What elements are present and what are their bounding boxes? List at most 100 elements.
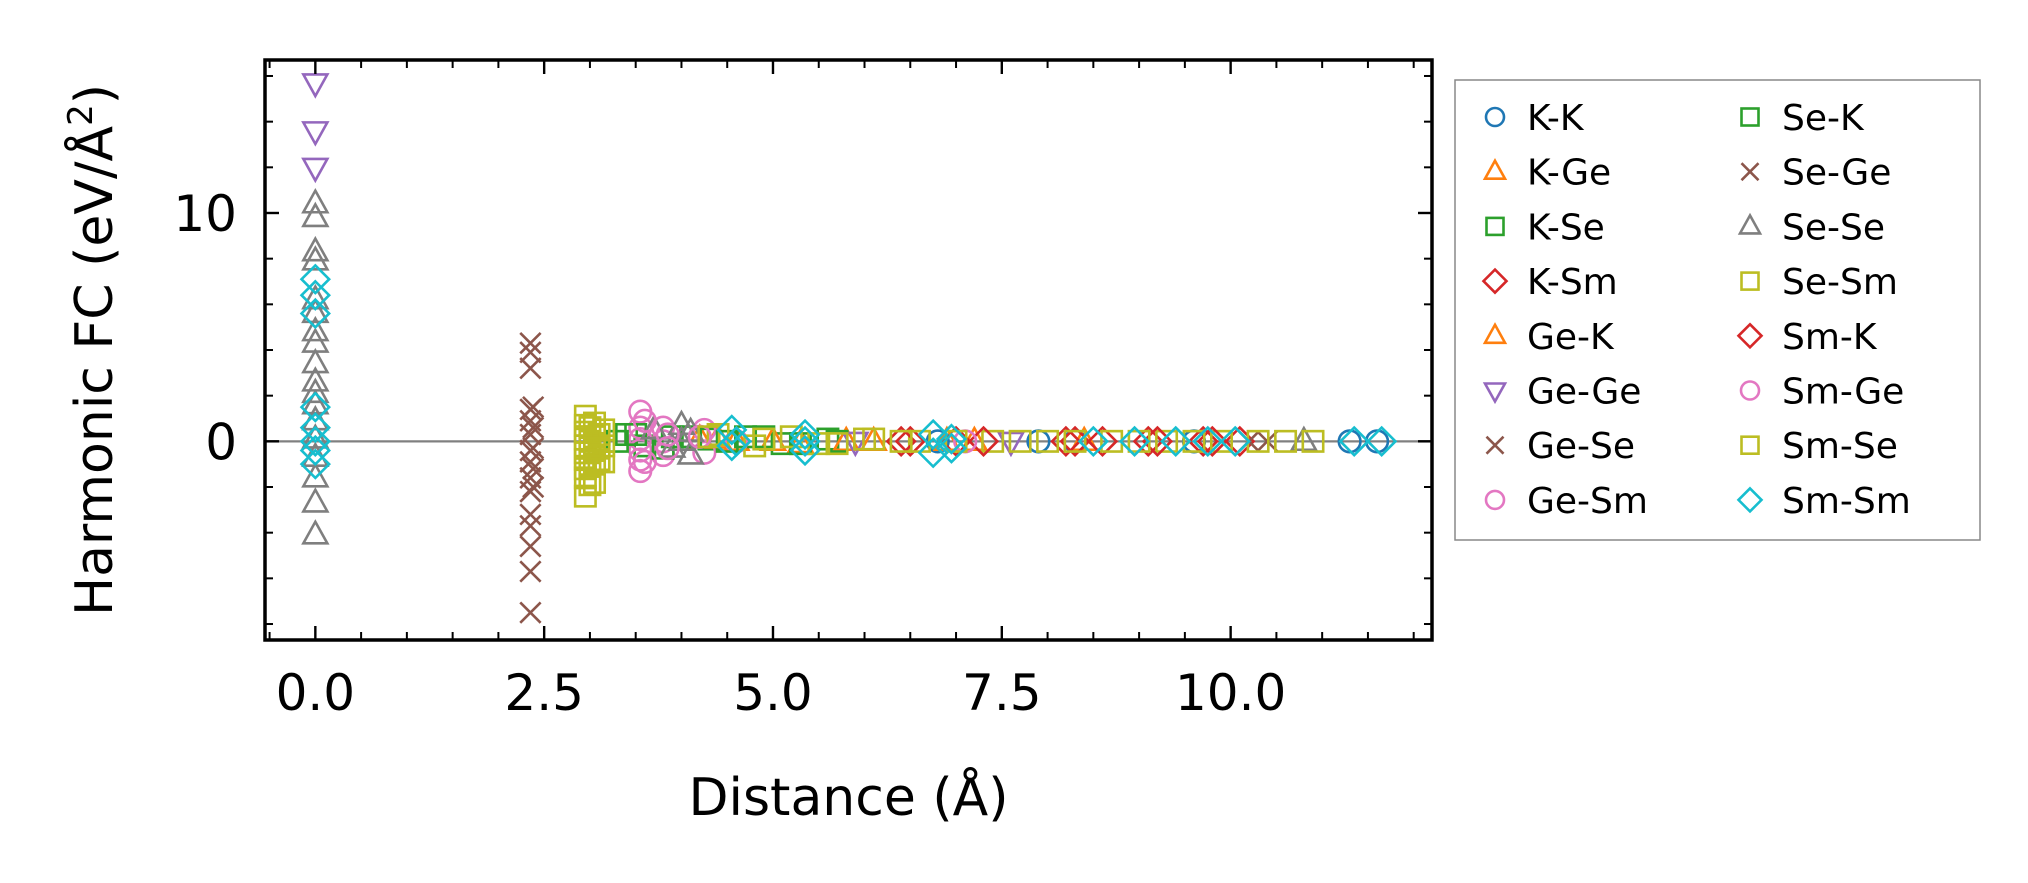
data-point [917,437,949,469]
x-tick-label: 0.0 [276,664,356,722]
data-point [1274,429,1298,453]
data-point [1219,425,1251,457]
data-point [632,408,657,433]
legend-label: Sm-K [1782,317,1878,358]
data-point [301,461,330,488]
data-point [519,450,542,474]
data-point [1366,425,1398,457]
data-point [779,425,803,449]
data-point [299,391,331,423]
data-point [692,440,717,465]
data-point [522,457,545,480]
legend-item-sm-sm: Sm-Sm [1736,481,1911,522]
data-point [299,434,331,467]
data-point [1063,429,1087,453]
y-tick-label: 10 [173,185,237,243]
x-tick-label: 5.0 [733,664,813,722]
data-point [1301,429,1325,453]
data-point [632,449,657,474]
legend-marker [1485,216,1505,237]
legend-marker [1740,107,1760,127]
data-point [301,315,330,342]
data-point [894,425,926,457]
data-point [935,423,968,455]
data-point [301,297,330,324]
data-point [935,432,968,464]
data-point [301,73,330,99]
data-point [301,201,330,228]
legend-item-se-k: Se-K [1740,98,1865,139]
legend-label: Ge-K [1527,317,1615,358]
legend-label: Se-Se [1782,207,1885,248]
data-point [301,347,330,374]
data-point [720,425,753,457]
data-point [716,414,748,446]
data-point [299,263,331,295]
legend-label: Sm-Sm [1782,481,1911,522]
legend-marker [1736,486,1764,514]
data-point [917,418,949,451]
legend-item-sm-ge: Sm-Ge [1739,372,1904,413]
data-point [522,437,545,460]
data-point [789,418,821,451]
y-tick-label: 0 [205,413,237,471]
legend-label: Ge-Sm [1527,481,1648,522]
legend-label: Ge-Ge [1527,372,1641,413]
legend-marker [1737,212,1763,235]
data-point [519,357,542,380]
data-point [1008,429,1032,453]
legend-item-se-ge: Se-Ge [1740,153,1891,194]
series-se-ge [522,395,1261,499]
legend-label: Se-Sm [1782,262,1898,303]
data-point [752,427,776,451]
legend-item-se-sm: Se-Sm [1740,262,1898,303]
legend-item-sm-k: Sm-K [1736,317,1878,358]
data-point [519,514,542,537]
data-point [299,297,331,330]
legend-label: K-Sm [1527,262,1618,303]
data-point [1118,425,1151,457]
legend-label: Se-K [1782,98,1865,139]
x-tick-label: 10.0 [1175,664,1286,722]
data-point [519,423,542,446]
legend-marker [1740,162,1760,182]
legend-item-ge-ge: Ge-Ge [1482,372,1641,413]
legend-label: Sm-Ge [1782,372,1904,413]
data-point [1209,429,1233,453]
legend-marker [1484,489,1506,511]
y-axis-title-base: Harmonic FC (eV/Å [63,125,125,616]
data-point [789,425,821,457]
x-tick-label: 2.5 [504,664,584,722]
legend-label: K-Ge [1527,153,1611,194]
legend-label: K-Se [1527,207,1605,248]
series-sm-sm [299,263,1398,480]
data-point [697,425,721,449]
data-point [587,448,611,472]
legend-item-ge-k: Ge-K [1482,317,1615,358]
data-point [519,503,542,526]
y-axis-title: Harmonic FC (eV/Å2) [61,84,125,616]
legend-marker [1482,322,1508,345]
legend-marker [1485,435,1505,455]
legend-label: Ge-Se [1527,426,1635,467]
data-point [587,422,611,446]
y-axis-title-end: ) [65,84,125,104]
tick-label-layer: 0.0 2.5 5.0 7.5 10.0 0 10 [173,185,1286,722]
legend-box [1454,79,1981,541]
legend-marker [1739,380,1761,401]
legend: K-K K-Ge K-Se K-Sm Ge-K Ge-Ge Ge-Se Ge-Sm Se-K Se… [1454,79,1981,541]
legend-marker [1482,158,1508,180]
data-point [522,416,545,439]
data-point [1036,429,1060,453]
legend-marker [1481,267,1509,295]
legend-item-sm-se: Sm-Se [1740,426,1898,467]
data-point [655,436,680,461]
data-point [853,427,877,451]
y-axis-title-superscript: 2 [61,104,101,126]
data-point [1086,425,1119,457]
legend-item-ge-sm: Ge-Sm [1484,481,1648,522]
data-point [299,279,331,311]
data-point [299,425,331,457]
tick-layer [265,60,1432,640]
